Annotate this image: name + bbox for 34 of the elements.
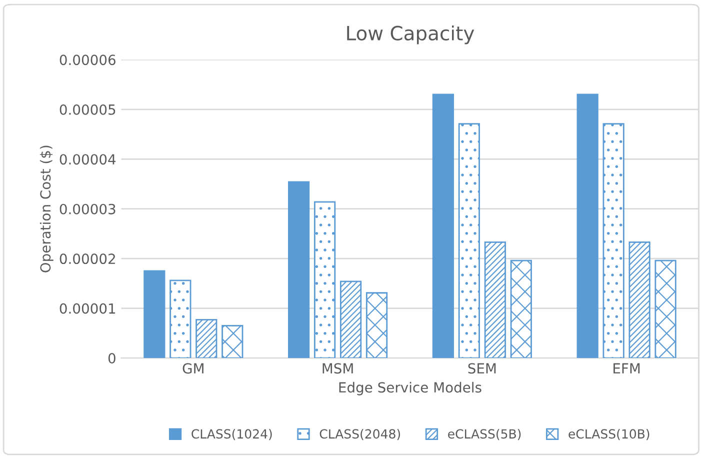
y-tick-label: 0.00006 — [60, 54, 116, 66]
y-tick-label: 0 — [108, 352, 116, 364]
bar — [340, 280, 362, 358]
chart-title: Low Capacity — [347, 25, 474, 44]
x-tick-label: EFM — [614, 363, 640, 374]
bar — [288, 181, 310, 358]
legend-label: CLASS(1024) — [192, 428, 272, 440]
bar — [458, 123, 480, 358]
legend-label: CLASS(2048) — [320, 428, 400, 440]
y-tick-label: 0.00001 — [60, 303, 116, 314]
bar — [314, 201, 336, 358]
x-axis-title: Edge Service Models — [339, 382, 482, 396]
bar — [222, 325, 244, 358]
y-tick-label: 0.00005 — [60, 104, 116, 115]
bar — [654, 260, 676, 358]
x-tick-label: SEM — [468, 363, 496, 374]
y-tick-label: 0.00003 — [60, 204, 116, 214]
x-tick-label: MSM — [322, 363, 353, 374]
bar — [366, 292, 388, 358]
x-tick-label: GM — [182, 363, 204, 374]
y-tick-label: 0.00004 — [60, 154, 116, 165]
y-axis-title: Operation Cost ($) — [40, 146, 54, 272]
bar — [628, 241, 650, 358]
legend-label: eCLASS(10B) — [568, 428, 650, 440]
bar — [510, 260, 532, 358]
bar — [170, 280, 192, 358]
bar — [602, 123, 624, 358]
bar — [576, 94, 598, 358]
bar — [432, 94, 454, 358]
legend-label: eCLASS(5B) — [448, 428, 521, 440]
bar — [196, 319, 218, 358]
bar — [484, 241, 506, 358]
y-tick-label: 0.00002 — [60, 254, 115, 264]
bar — [144, 270, 166, 358]
